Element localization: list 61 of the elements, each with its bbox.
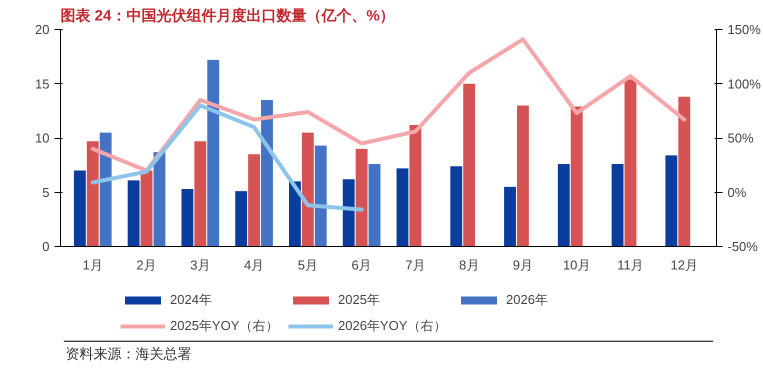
bar <box>612 164 624 246</box>
legend-label: 2025年YOY（右） <box>170 317 280 335</box>
bar <box>624 79 636 246</box>
bar <box>181 188 194 246</box>
x-tick-label: 7月 <box>405 258 426 272</box>
x-tick-label: 11月 <box>617 258 644 272</box>
bar <box>194 141 206 246</box>
bar <box>289 181 301 246</box>
y-tick-label: 5 <box>42 184 50 200</box>
bar <box>396 168 408 246</box>
chart-title: 图表 24：中国光伏组件月度出口数量（亿个、%） <box>60 6 395 24</box>
bar <box>314 146 327 246</box>
legend-label: 2024年 <box>170 291 213 309</box>
x-tick-label: 6月 <box>352 258 372 272</box>
bar <box>558 164 570 246</box>
bar <box>665 155 678 246</box>
legend-label: 2026年 <box>506 291 549 309</box>
x-tick-label: 8月 <box>459 258 480 272</box>
legend-label: 2025年 <box>338 291 381 309</box>
x-tick-label: 5月 <box>298 258 318 272</box>
y2-tick-label: 50% <box>728 130 754 146</box>
y-tick-label: 20 <box>35 22 50 37</box>
line-series <box>90 103 364 212</box>
y2-tick-label: -50% <box>728 239 758 254</box>
bar <box>154 152 166 246</box>
bar <box>368 164 380 246</box>
line-series <box>90 37 686 173</box>
x-tick-label: 3月 <box>190 258 210 272</box>
x-tick-label: 2月 <box>136 258 157 272</box>
bar <box>128 180 140 246</box>
bar <box>450 166 462 246</box>
bar <box>570 106 583 246</box>
bar <box>100 132 112 246</box>
text: 资料来源：海关总署 <box>66 346 192 362</box>
bar <box>261 100 273 246</box>
y-tick-label: 15 <box>35 76 50 92</box>
x-tick-label: 9月 <box>512 258 534 272</box>
bar <box>86 141 99 246</box>
bar <box>140 170 152 246</box>
y2-tick-label: 100% <box>728 76 762 92</box>
bar <box>504 186 516 246</box>
bar <box>463 84 476 246</box>
x-tick-label: 12月 <box>670 258 698 272</box>
bar <box>356 148 368 246</box>
bar <box>74 170 86 246</box>
y-tick-label: 10 <box>35 130 50 146</box>
y2-tick-label: 0% <box>728 184 747 200</box>
bar <box>342 179 355 246</box>
legend-label: 2026年YOY（右） <box>338 317 448 335</box>
y-tick-label: 0 <box>42 239 50 254</box>
bar <box>302 132 314 246</box>
bar <box>207 60 220 246</box>
x-tick-label: 10月 <box>562 258 590 272</box>
bar <box>678 96 690 246</box>
x-tick-label: 1月 <box>82 258 103 272</box>
x-tick-label: 4月 <box>244 258 264 272</box>
y2-tick-label: 150% <box>728 22 762 37</box>
bar <box>409 124 422 246</box>
bar <box>235 191 248 246</box>
bar <box>516 105 529 246</box>
bar <box>248 154 260 246</box>
